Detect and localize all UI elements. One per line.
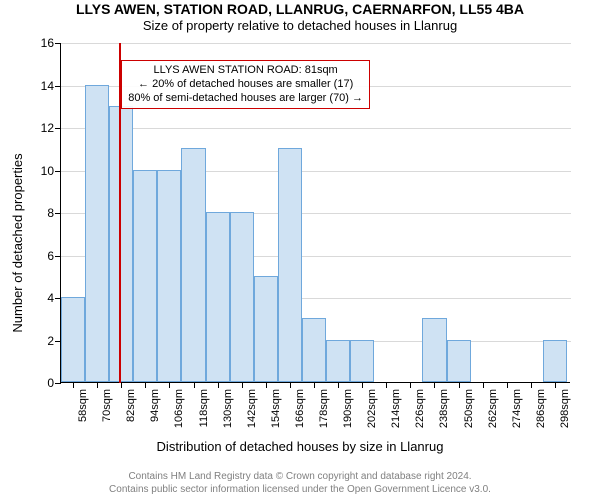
y-tick-label: 16 — [14, 36, 54, 50]
histogram-bar — [181, 148, 205, 382]
x-tick — [73, 382, 74, 388]
y-tick-label: 2 — [14, 334, 54, 348]
x-tick — [242, 382, 243, 388]
y-tick — [55, 256, 61, 257]
annotation-line2: ← 20% of detached houses are smaller (17… — [138, 78, 353, 90]
y-tick — [55, 128, 61, 129]
x-tick-label: 130sqm — [222, 389, 234, 428]
x-tick — [314, 382, 315, 388]
y-tick — [55, 383, 61, 384]
y-tick-label: 0 — [14, 376, 54, 390]
x-tick-label: 106sqm — [173, 389, 185, 428]
x-tick — [338, 382, 339, 388]
x-tick-label: 298sqm — [559, 389, 571, 428]
x-tick-label: 226sqm — [414, 389, 426, 428]
histogram-bar — [157, 170, 181, 383]
x-tick — [531, 382, 532, 388]
x-tick — [97, 382, 98, 388]
footer-line1: Contains HM Land Registry data © Crown c… — [128, 471, 471, 482]
histogram-bar — [278, 148, 302, 382]
chart-title: LLYS AWEN, STATION ROAD, LLANRUG, CAERNA… — [0, 0, 600, 18]
x-tick-label: 190sqm — [342, 389, 354, 428]
histogram-bar — [85, 85, 109, 383]
y-tick-label: 12 — [14, 121, 54, 135]
x-tick-label: 202sqm — [366, 389, 378, 428]
x-tick-label: 214sqm — [390, 389, 402, 428]
x-tick — [362, 382, 363, 388]
x-tick — [483, 382, 484, 388]
annotation-line1: LLYS AWEN STATION ROAD: 81sqm — [154, 64, 338, 76]
x-tick-label: 118sqm — [198, 389, 210, 427]
histogram-bar — [61, 297, 85, 382]
x-tick — [266, 382, 267, 388]
footer-line2: Contains public sector information licen… — [109, 484, 491, 495]
grid-line — [61, 43, 571, 44]
histogram-bar — [302, 318, 326, 382]
y-tick — [55, 86, 61, 87]
y-tick — [55, 171, 61, 172]
x-tick-label: 70sqm — [101, 389, 113, 422]
x-tick-label: 178sqm — [318, 389, 330, 428]
x-tick — [218, 382, 219, 388]
x-tick-label: 154sqm — [270, 389, 282, 428]
x-axis-title: Distribution of detached houses by size … — [0, 439, 600, 454]
x-tick-label: 286sqm — [535, 389, 547, 428]
x-tick — [555, 382, 556, 388]
x-tick — [507, 382, 508, 388]
histogram-bar — [254, 276, 278, 382]
x-tick-label: 274sqm — [511, 389, 523, 428]
annotation-line3: 80% of semi-detached houses are larger (… — [128, 92, 363, 104]
x-tick — [121, 382, 122, 388]
x-tick-label: 166sqm — [294, 389, 306, 428]
grid-line — [61, 128, 571, 129]
x-tick-label: 262sqm — [487, 389, 499, 428]
histogram-bar — [133, 170, 157, 383]
histogram-bar — [326, 340, 350, 383]
x-tick — [386, 382, 387, 388]
chart-area: 0246810121416LLYS AWEN STATION ROAD: 81s… — [60, 43, 570, 383]
y-tick-label: 4 — [14, 291, 54, 305]
histogram-bar — [422, 318, 446, 382]
footer: Contains HM Land Registry data © Crown c… — [0, 470, 600, 496]
histogram-bar — [350, 340, 374, 383]
plot-region: 0246810121416LLYS AWEN STATION ROAD: 81s… — [60, 43, 570, 383]
y-tick-label: 8 — [14, 206, 54, 220]
histogram-bar — [543, 340, 567, 383]
x-tick-label: 142sqm — [246, 389, 258, 428]
y-tick-label: 6 — [14, 249, 54, 263]
x-tick — [169, 382, 170, 388]
x-tick-label: 82sqm — [125, 389, 137, 422]
annotation-box: LLYS AWEN STATION ROAD: 81sqm ← 20% of de… — [121, 60, 370, 109]
x-tick — [194, 382, 195, 388]
x-tick — [434, 382, 435, 388]
x-tick-label: 58sqm — [77, 389, 89, 422]
y-tick-label: 14 — [14, 79, 54, 93]
x-tick — [290, 382, 291, 388]
y-tick — [55, 213, 61, 214]
x-tick-label: 94sqm — [149, 389, 161, 422]
chart-subtitle: Size of property relative to detached ho… — [0, 18, 600, 35]
histogram-bar — [447, 340, 471, 383]
x-tick — [145, 382, 146, 388]
y-tick — [55, 43, 61, 44]
y-tick-label: 10 — [14, 164, 54, 178]
histogram-bar — [109, 106, 133, 382]
histogram-bar — [230, 212, 254, 382]
x-tick — [410, 382, 411, 388]
x-tick — [459, 382, 460, 388]
histogram-bar — [206, 212, 230, 382]
y-axis-title: Number of detached properties — [10, 153, 25, 332]
x-tick-label: 250sqm — [463, 389, 475, 428]
x-tick-label: 238sqm — [438, 389, 450, 428]
